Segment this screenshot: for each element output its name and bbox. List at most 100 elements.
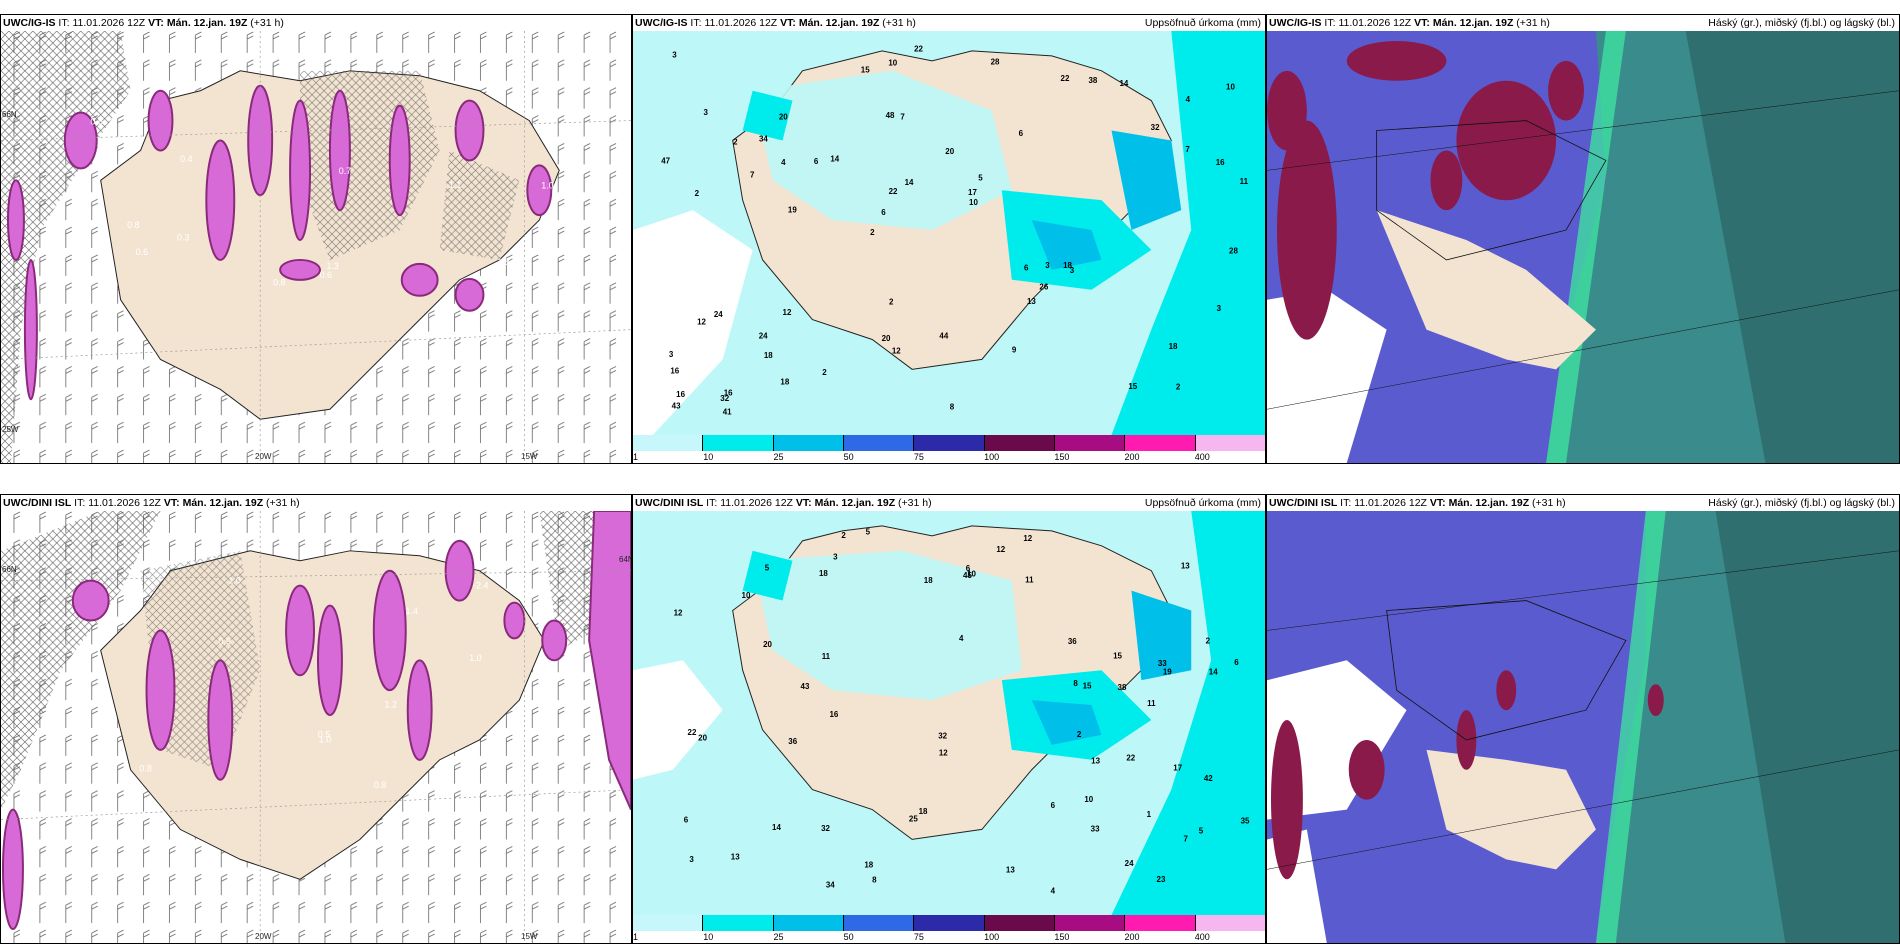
colorbar-cell bbox=[1125, 915, 1196, 931]
map-clouds bbox=[1267, 511, 1899, 943]
precip-value-label: 20 bbox=[882, 334, 891, 343]
precip-value-label: 22 bbox=[914, 45, 923, 54]
colorbar-cell bbox=[1195, 435, 1265, 451]
precip-value-label: 5 bbox=[765, 564, 770, 573]
colorbar-cell bbox=[1195, 915, 1265, 931]
precip-rate-label: 0.4 bbox=[180, 154, 192, 164]
precip-value-label: 10 bbox=[888, 59, 897, 68]
precip-value-label: 11 bbox=[822, 652, 831, 661]
precip-value-label: 4 bbox=[781, 158, 786, 167]
precip-value-label: 3 bbox=[833, 553, 838, 562]
precip-value-label: 7 bbox=[1184, 835, 1189, 844]
precip-value-label: 32 bbox=[1151, 123, 1160, 132]
panel-right-title: Háský (gr.), miðský (fj.bl.) og lágský (… bbox=[1708, 17, 1895, 29]
precip-value-label: 32 bbox=[821, 824, 830, 833]
precip-value-label: 3 bbox=[1045, 261, 1050, 270]
it-value: 11.01.2026 12Z bbox=[72, 17, 146, 29]
precip-value-label: 18 bbox=[1063, 261, 1072, 270]
precip-rate-label: 1.0 bbox=[541, 181, 553, 191]
precip-rate-label: 0.8 bbox=[139, 763, 151, 773]
precip-value-label: 18 bbox=[924, 576, 933, 585]
precip-rate-label: 1.0 bbox=[228, 575, 240, 585]
lead-time: (+31 h) bbox=[1516, 17, 1550, 29]
precip-value-label: 26 bbox=[1039, 282, 1048, 291]
lon-label-15w: 15W bbox=[521, 932, 538, 941]
panel-precip-row1: UWC/IG-IS IT: 11.01.2026 12Z VT: Mán. 12… bbox=[632, 14, 1266, 464]
precip-value-label: 6 bbox=[966, 564, 971, 573]
precip-rate-label: 1.4 bbox=[406, 606, 418, 616]
precip-value-label: 17 bbox=[1173, 763, 1182, 772]
precip-value-label: 1 bbox=[1147, 810, 1152, 819]
precip-rate-label: 0.8 bbox=[127, 220, 139, 230]
lead-time: (+31 h) bbox=[898, 497, 932, 509]
vt-label: VT: bbox=[1429, 497, 1446, 509]
it-label: IT: bbox=[690, 17, 702, 29]
precip-value-label: 5 bbox=[978, 173, 983, 182]
precip-value-label: 6 bbox=[1051, 801, 1056, 810]
precip-value-label: 34 bbox=[759, 134, 768, 143]
precip-value-label: 41 bbox=[723, 407, 732, 416]
precip-value-label: 32 bbox=[720, 394, 729, 403]
precip-rate-label: 1.3 bbox=[326, 261, 338, 271]
precip-value-label: 2 bbox=[1176, 383, 1181, 392]
precip-rate-label: 1.2 bbox=[385, 699, 397, 709]
colorbar-cells bbox=[633, 435, 1265, 451]
it-value: 11.01.2026 12Z bbox=[1354, 497, 1427, 509]
panel-title: UWC/IG-IS IT: 11.01.2026 12Z VT: Mán. 12… bbox=[633, 15, 1265, 31]
colorbar-cell bbox=[773, 435, 844, 451]
colorbar-label: 50 bbox=[843, 452, 854, 462]
precip-value-label: 14 bbox=[905, 178, 914, 187]
it-label: IT: bbox=[1340, 497, 1352, 509]
precip-value-label: 22 bbox=[889, 187, 898, 196]
panel-title: UWC/IG-IS IT: 11.01.2026 12Z VT: Mán. 12… bbox=[1267, 15, 1899, 31]
panel-clouds-row2: UWC/DINI ISL IT: 11.01.2026 12Z VT: Mán.… bbox=[1266, 494, 1900, 944]
precip-value-label: 12 bbox=[1023, 534, 1032, 543]
precip-value-label: 13 bbox=[1006, 865, 1015, 874]
colorbar-cell bbox=[703, 915, 774, 931]
precip-value-label: 16 bbox=[1216, 158, 1225, 167]
lat-label-64n: 64N bbox=[619, 555, 631, 564]
precip-value-label: 12 bbox=[939, 749, 948, 758]
it-label: IT: bbox=[58, 17, 70, 29]
precip-value-label: 22 bbox=[1061, 74, 1070, 83]
lead-time: (+31 h) bbox=[1532, 497, 1566, 509]
panel-title: UWC/DINI ISL IT: 11.01.2026 12Z VT: Mán.… bbox=[633, 495, 1265, 511]
precip-value-label: 35 bbox=[1241, 817, 1250, 826]
precip-value-label: 42 bbox=[1204, 774, 1213, 783]
vt-value: Mán. 12.jan. 19Z bbox=[182, 497, 264, 509]
map-clouds bbox=[1267, 31, 1899, 463]
precip-value-label: 12 bbox=[892, 347, 901, 356]
panel-wind-precip-row2: UWC/DINI ISL IT: 11.01.2026 12Z VT: Mán.… bbox=[0, 494, 632, 944]
precip-value-label: 6 bbox=[1024, 264, 1029, 273]
lon-label-20w: 20W bbox=[255, 932, 272, 941]
precip-value-label: 36 bbox=[1068, 637, 1077, 646]
vt-label: VT: bbox=[795, 497, 812, 509]
colorbar-label: 10 bbox=[703, 452, 714, 462]
precip-value-label: 18 bbox=[780, 378, 789, 387]
precip-value-label: 2 bbox=[841, 531, 846, 540]
precip-value-label: 9 bbox=[1012, 346, 1017, 355]
colorbar-label: 200 bbox=[1124, 932, 1140, 942]
it-value: 11.01.2026 12Z bbox=[720, 497, 793, 509]
colorbar-cell bbox=[843, 435, 915, 451]
precip-value-label: 16 bbox=[670, 367, 679, 376]
precip-rate-label: 0.6 bbox=[320, 270, 332, 280]
vt-label: VT: bbox=[148, 17, 164, 29]
precip-value-label: 15 bbox=[1113, 651, 1122, 660]
precip-value-label: 19 bbox=[1163, 668, 1172, 677]
lead-time: (+31 h) bbox=[266, 497, 300, 509]
vt-label: VT: bbox=[163, 497, 180, 509]
vt-label: VT: bbox=[1414, 17, 1430, 29]
precip-value-label: 10 bbox=[967, 570, 976, 579]
panel-title: UWC/DINI ISL IT: 11.01.2026 12Z VT: Mán.… bbox=[1, 495, 631, 511]
precip-value-label: 20 bbox=[698, 733, 707, 742]
precip-value-label: 14 bbox=[830, 154, 839, 163]
precip-value-label: 3 bbox=[1070, 266, 1075, 275]
colorbar-label: 100 bbox=[984, 452, 1000, 462]
precip-value-label: 3 bbox=[669, 350, 674, 359]
map-precip: 1 2 5 4 3 3 33 32 13 20 14 12 11 8 6 10 7 18 18 19 22 20 13 8 18… bbox=[633, 511, 1265, 915]
precip-rate-label: 0.5 bbox=[318, 730, 330, 740]
colorbar-labels: 1 10 25 50 75 100 150 200 400 bbox=[633, 452, 1265, 463]
colorbar-cell bbox=[914, 435, 985, 451]
precip-value-label: 38 bbox=[1118, 683, 1127, 692]
